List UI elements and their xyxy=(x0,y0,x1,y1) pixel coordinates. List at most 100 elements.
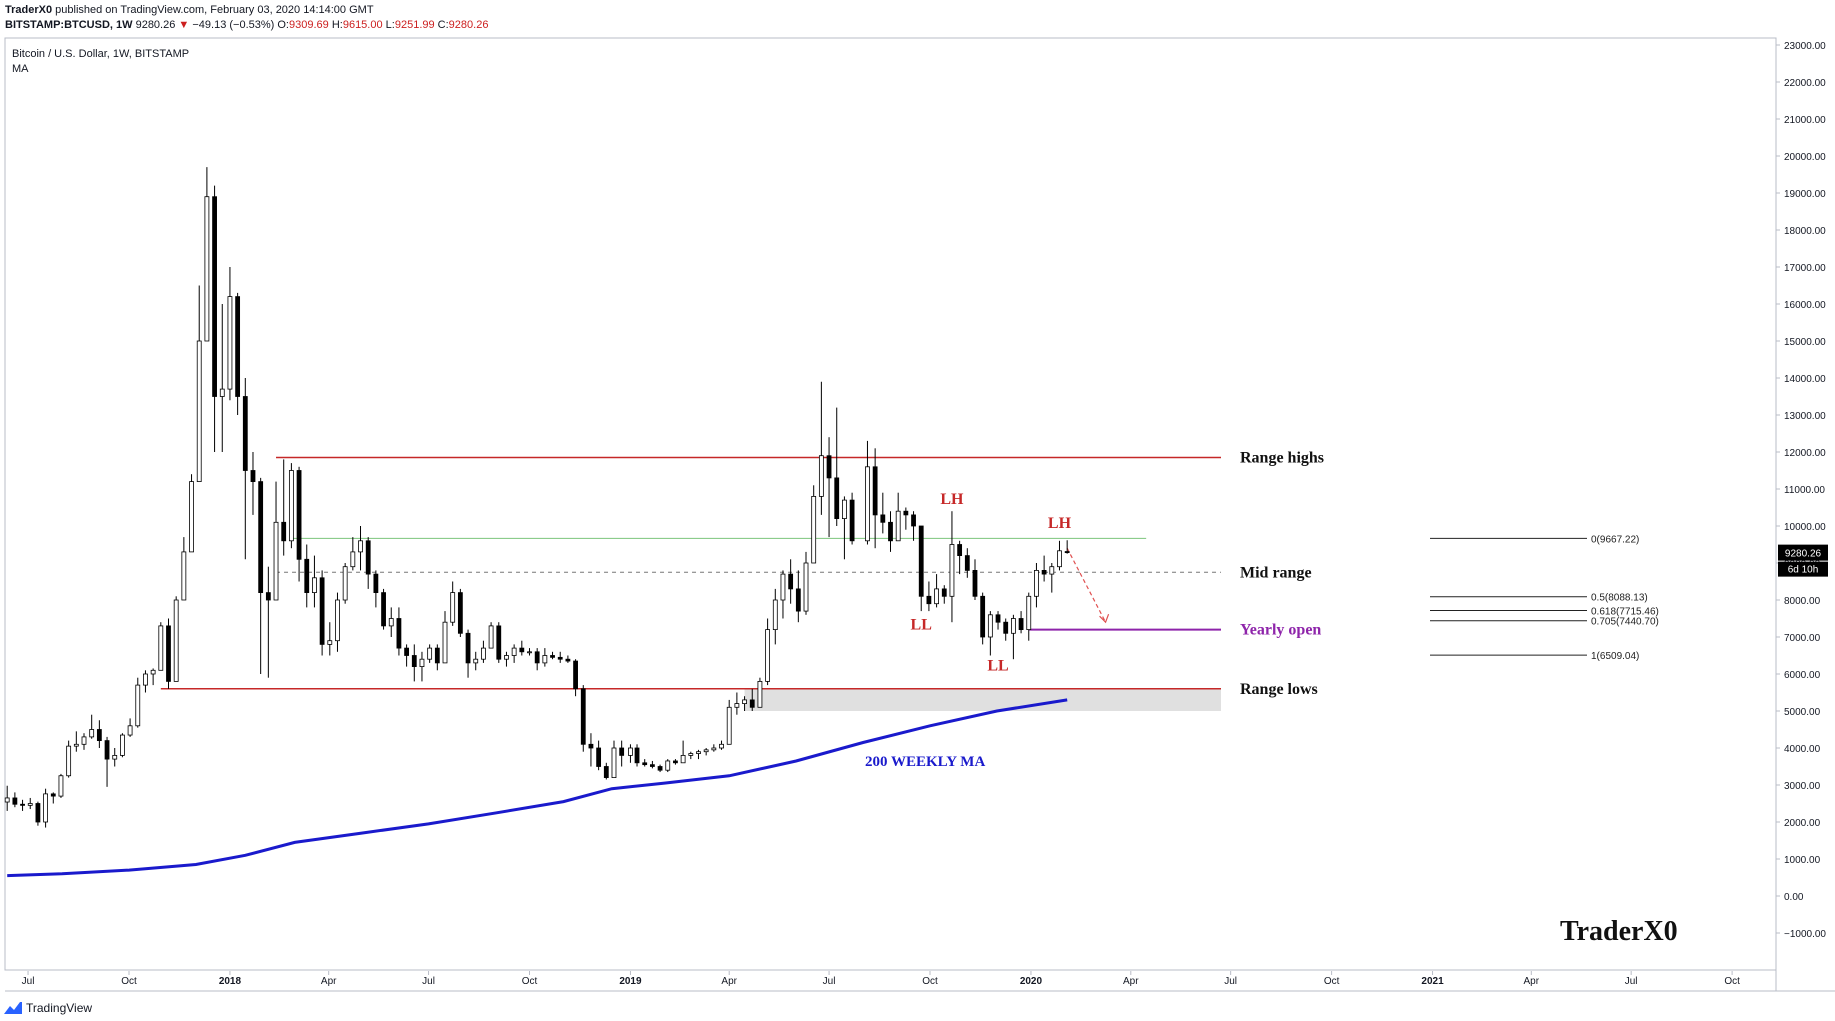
candle[interactable] xyxy=(534,648,540,671)
candle[interactable] xyxy=(803,551,809,615)
candle[interactable] xyxy=(611,740,617,779)
candle[interactable] xyxy=(949,511,955,623)
candle[interactable] xyxy=(120,733,125,758)
candle[interactable] xyxy=(312,555,317,608)
candle[interactable] xyxy=(619,740,625,767)
candle[interactable] xyxy=(457,588,463,637)
candle[interactable] xyxy=(242,378,248,560)
candle[interactable] xyxy=(212,185,217,452)
candle[interactable] xyxy=(895,492,901,542)
candle[interactable] xyxy=(219,304,225,452)
candle[interactable] xyxy=(496,622,502,663)
candle[interactable] xyxy=(81,733,87,750)
candle[interactable] xyxy=(926,581,932,612)
candle[interactable] xyxy=(319,570,325,656)
candle[interactable] xyxy=(865,440,870,545)
candle[interactable] xyxy=(296,466,302,582)
tradingview-footer[interactable]: TradingView xyxy=(4,1001,92,1015)
candle[interactable] xyxy=(642,759,648,767)
candle[interactable] xyxy=(335,592,340,652)
candle[interactable] xyxy=(66,740,72,778)
candle[interactable] xyxy=(143,670,148,693)
candle[interactable] xyxy=(680,740,686,764)
candle[interactable] xyxy=(596,740,602,771)
candle[interactable] xyxy=(50,792,56,804)
candle[interactable] xyxy=(43,788,48,828)
projection-arrow[interactable] xyxy=(1066,547,1107,623)
candle[interactable] xyxy=(227,267,233,401)
candle[interactable] xyxy=(1041,555,1047,582)
candle[interactable] xyxy=(381,588,386,630)
candle[interactable] xyxy=(4,785,10,811)
candle[interactable] xyxy=(742,696,747,711)
candle[interactable] xyxy=(795,570,801,623)
candle[interactable] xyxy=(404,644,410,667)
candle[interactable] xyxy=(127,718,133,737)
legend-indicator[interactable]: MA xyxy=(12,63,29,75)
candle[interactable] xyxy=(628,744,633,763)
candle[interactable] xyxy=(135,677,141,728)
candle[interactable] xyxy=(166,618,171,689)
publisher-name[interactable]: TraderX0 xyxy=(5,4,53,16)
candle[interactable] xyxy=(158,622,164,671)
candle[interactable] xyxy=(473,651,479,671)
candle[interactable] xyxy=(911,511,916,541)
candle[interactable] xyxy=(35,801,41,826)
candle[interactable] xyxy=(442,611,448,664)
candle[interactable] xyxy=(1057,540,1062,571)
candle[interactable] xyxy=(1026,592,1032,641)
candle[interactable] xyxy=(688,751,694,760)
candle[interactable] xyxy=(1034,563,1039,608)
candle[interactable] xyxy=(872,448,878,549)
candle[interactable] xyxy=(849,492,855,545)
candle[interactable] xyxy=(1003,618,1009,641)
candle[interactable] xyxy=(780,570,786,619)
candle[interactable] xyxy=(265,566,271,678)
candle[interactable] xyxy=(488,622,494,649)
candle[interactable] xyxy=(634,744,640,767)
candle[interactable] xyxy=(665,759,671,773)
candle[interactable] xyxy=(273,481,279,601)
candle[interactable] xyxy=(842,496,847,560)
candle[interactable] xyxy=(235,292,241,415)
candle[interactable] xyxy=(957,540,963,575)
candle[interactable] xyxy=(411,644,417,682)
candle[interactable] xyxy=(580,685,586,752)
candle[interactable] xyxy=(327,622,333,656)
candle[interactable] xyxy=(181,537,187,601)
candle[interactable] xyxy=(711,744,717,752)
candle[interactable] xyxy=(903,507,909,530)
candle[interactable] xyxy=(995,611,1001,630)
price-chart[interactable]: Bitcoin / U.S. Dollar, 1W, BITSTAMP MA 0… xyxy=(0,0,1835,1000)
candle[interactable] xyxy=(757,677,763,708)
candle[interactable] xyxy=(73,731,79,752)
candle[interactable] xyxy=(96,720,102,748)
candle[interactable] xyxy=(89,714,95,739)
candle[interactable] xyxy=(703,748,709,756)
candle[interactable] xyxy=(826,437,832,538)
candle[interactable] xyxy=(20,799,25,811)
candle[interactable] xyxy=(504,651,509,667)
candle[interactable] xyxy=(987,611,993,656)
candle[interactable] xyxy=(342,563,348,604)
candle[interactable] xyxy=(396,607,402,656)
candle[interactable] xyxy=(1049,563,1055,593)
candle[interactable] xyxy=(726,699,732,745)
candle[interactable] xyxy=(657,764,663,773)
candle[interactable] xyxy=(196,285,202,483)
candle[interactable] xyxy=(788,559,794,604)
candle[interactable] xyxy=(1010,614,1016,660)
candle[interactable] xyxy=(573,659,578,697)
candle[interactable] xyxy=(304,544,310,608)
candle[interactable] xyxy=(527,648,532,656)
candle[interactable] xyxy=(388,607,394,637)
candle[interactable] xyxy=(934,574,939,608)
candle[interactable] xyxy=(281,459,287,556)
candle[interactable] xyxy=(565,655,571,663)
candle[interactable] xyxy=(888,511,893,552)
candle[interactable] xyxy=(12,792,18,808)
candle[interactable] xyxy=(880,492,886,534)
candle[interactable] xyxy=(734,692,740,715)
candle[interactable] xyxy=(811,485,817,564)
candle[interactable] xyxy=(288,463,294,549)
